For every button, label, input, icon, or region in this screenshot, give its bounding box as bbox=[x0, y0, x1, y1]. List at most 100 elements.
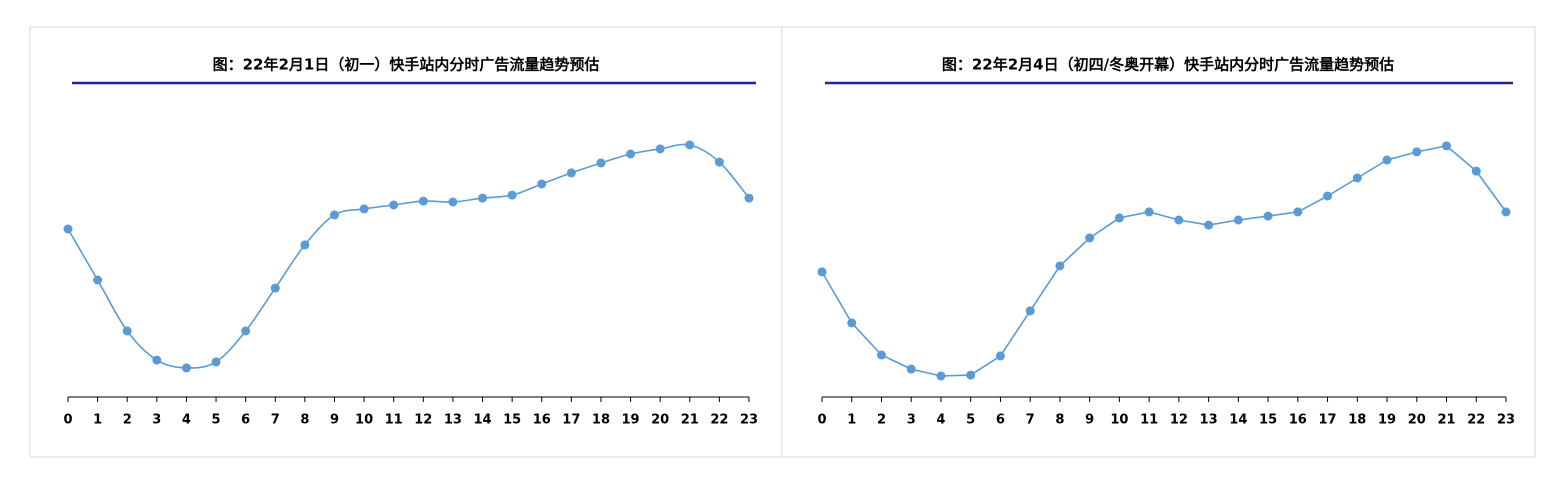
x-tick-label: 19 bbox=[1378, 413, 1396, 428]
x-tick-label: 16 bbox=[1289, 413, 1307, 428]
x-tick-label: 1 bbox=[93, 413, 102, 428]
data-point bbox=[596, 158, 606, 168]
x-tick-label: 18 bbox=[1348, 413, 1366, 428]
x-tick-label: 20 bbox=[651, 413, 669, 428]
data-point bbox=[507, 190, 517, 200]
data-point bbox=[1501, 207, 1511, 217]
data-point bbox=[122, 326, 132, 336]
data-point bbox=[329, 210, 339, 220]
series-line bbox=[821, 145, 1507, 377]
panel-border bbox=[29, 26, 783, 458]
data-point bbox=[152, 355, 162, 365]
x-tick-label: 11 bbox=[1140, 413, 1158, 428]
x-tick-label: 22 bbox=[1467, 413, 1485, 428]
data-point bbox=[1412, 147, 1422, 157]
x-tick-label: 23 bbox=[740, 413, 758, 428]
data-point bbox=[906, 364, 916, 374]
x-tick-label: 19 bbox=[622, 413, 640, 428]
x-tick-label: 13 bbox=[1200, 413, 1218, 428]
data-point bbox=[1323, 191, 1333, 201]
x-tick-label: 0 bbox=[63, 413, 72, 428]
data-point bbox=[626, 149, 636, 159]
data-point bbox=[211, 357, 221, 367]
data-point bbox=[847, 318, 857, 328]
data-point bbox=[744, 193, 754, 203]
x-tick-label: 10 bbox=[1110, 413, 1128, 428]
data-point bbox=[1442, 141, 1452, 151]
x-tick-label: 21 bbox=[681, 413, 699, 428]
x-tick-label: 15 bbox=[503, 413, 521, 428]
data-point bbox=[817, 267, 827, 277]
data-point bbox=[995, 351, 1005, 361]
x-tick-label: 15 bbox=[1259, 413, 1277, 428]
data-point bbox=[966, 370, 976, 380]
x-tick-label: 20 bbox=[1408, 413, 1426, 428]
x-tick-label: 6 bbox=[241, 413, 250, 428]
x-tick-label: 22 bbox=[710, 413, 728, 428]
x-tick-label: 4 bbox=[182, 413, 191, 428]
data-point bbox=[270, 283, 280, 293]
data-point bbox=[63, 224, 73, 234]
data-point bbox=[714, 157, 724, 167]
x-tick-label: 17 bbox=[562, 413, 580, 428]
x-tick-label: 13 bbox=[444, 413, 462, 428]
panel-border bbox=[781, 26, 1536, 458]
x-tick-label: 12 bbox=[414, 413, 432, 428]
x-tick-label: 5 bbox=[212, 413, 221, 428]
data-point bbox=[685, 140, 695, 150]
x-tick-label: 23 bbox=[1497, 413, 1515, 428]
x-tick-label: 14 bbox=[1229, 413, 1247, 428]
data-point bbox=[93, 275, 103, 285]
data-point bbox=[181, 363, 191, 373]
data-point bbox=[1263, 211, 1273, 221]
data-point bbox=[359, 204, 369, 214]
series-line bbox=[67, 143, 750, 369]
data-point bbox=[478, 193, 488, 203]
x-tick-label: 17 bbox=[1319, 413, 1337, 428]
data-point bbox=[241, 326, 251, 336]
x-tick-label: 14 bbox=[473, 413, 491, 428]
x-tick-label: 5 bbox=[966, 413, 975, 428]
data-point bbox=[655, 144, 665, 154]
data-point bbox=[566, 168, 576, 178]
x-tick-label: 21 bbox=[1437, 413, 1455, 428]
x-tick-label: 1 bbox=[847, 413, 856, 428]
x-tick-label: 7 bbox=[1026, 413, 1035, 428]
data-point bbox=[300, 240, 310, 250]
data-point bbox=[876, 350, 886, 360]
data-point bbox=[1025, 306, 1035, 316]
x-tick-label: 10 bbox=[355, 413, 373, 428]
x-tick-label: 9 bbox=[330, 413, 339, 428]
data-point bbox=[418, 196, 428, 206]
data-point bbox=[1144, 207, 1154, 217]
data-point bbox=[1382, 155, 1392, 165]
x-tick-label: 16 bbox=[533, 413, 551, 428]
data-point bbox=[936, 371, 946, 381]
x-tick-label: 4 bbox=[936, 413, 945, 428]
data-point bbox=[1471, 166, 1481, 176]
x-tick-label: 2 bbox=[123, 413, 132, 428]
x-tick-label: 6 bbox=[996, 413, 1005, 428]
x-tick-label: 8 bbox=[1055, 413, 1064, 428]
data-point bbox=[1174, 215, 1184, 225]
x-tick-label: 3 bbox=[907, 413, 916, 428]
x-tick-label: 18 bbox=[592, 413, 610, 428]
chart-title: 图：22年2月4日（初四/冬奥开幕）快手站内分时广告流量趋势预估 bbox=[942, 56, 1394, 74]
chart-title: 图：22年2月1日（初一）快手站内分时广告流量趋势预估 bbox=[213, 56, 600, 74]
data-point bbox=[389, 200, 399, 210]
x-tick-label: 7 bbox=[271, 413, 280, 428]
data-point bbox=[1352, 173, 1362, 183]
data-point bbox=[1114, 213, 1124, 223]
data-point bbox=[1085, 233, 1095, 243]
data-point bbox=[1204, 220, 1214, 230]
x-tick-label: 12 bbox=[1170, 413, 1188, 428]
x-tick-label: 8 bbox=[300, 413, 309, 428]
data-point bbox=[1055, 261, 1065, 271]
data-point bbox=[1293, 207, 1303, 217]
data-point bbox=[537, 179, 547, 189]
x-tick-label: 0 bbox=[817, 413, 826, 428]
x-tick-label: 3 bbox=[152, 413, 161, 428]
data-point bbox=[1233, 215, 1243, 225]
x-tick-label: 2 bbox=[877, 413, 886, 428]
